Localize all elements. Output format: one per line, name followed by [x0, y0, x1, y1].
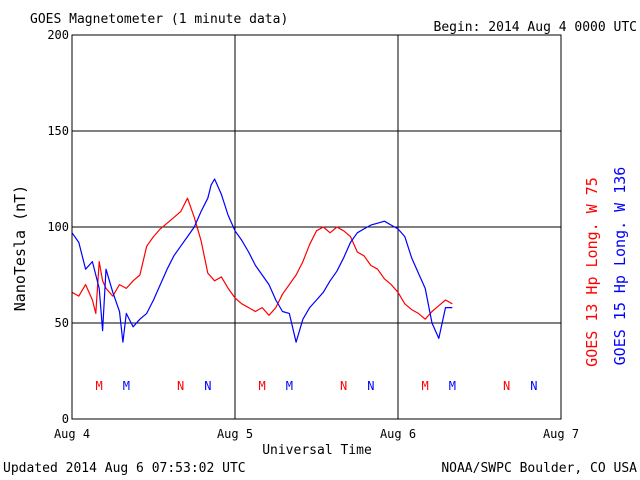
marker-n: N	[367, 379, 374, 393]
y-tick-label: 100	[47, 220, 69, 234]
y-tick-label: 200	[47, 28, 69, 42]
marker-n: N	[530, 379, 537, 393]
series-layer	[71, 178, 453, 343]
y-tick-label: 150	[47, 124, 69, 138]
y-tick-label: 0	[62, 412, 69, 426]
marker-m: M	[259, 379, 266, 393]
chart-title: GOES Magnetometer (1 minute data)	[30, 12, 288, 27]
marker-m: M	[286, 379, 293, 393]
legend-goes13: GOES 13 Hp Long. W 75	[583, 177, 601, 367]
marker-n: N	[503, 379, 510, 393]
series-goes15-line	[71, 178, 453, 343]
y-tick-label: 50	[55, 316, 69, 330]
credit: NOAA/SWPC Boulder, CO USA	[441, 461, 637, 476]
x-tick-label: Aug 7	[543, 427, 579, 441]
plot-frame	[71, 34, 562, 420]
grid	[72, 35, 561, 419]
updated-time: Updated 2014 Aug 6 07:53:02 UTC	[3, 461, 246, 476]
x-tick-label: Aug 6	[380, 427, 416, 441]
series-goes13-line	[71, 197, 453, 320]
marker-n: N	[204, 379, 211, 393]
x-tick-label: Aug 5	[217, 427, 253, 441]
marker-m: M	[422, 379, 429, 393]
x-tick-labels: Aug 4 Aug 5 Aug 6 Aug 7	[54, 427, 579, 441]
legend-goes15: GOES 15 Hp Long. W 136	[611, 167, 629, 366]
begin-time: Begin: 2014 Aug 4 0000 UTC	[434, 20, 638, 35]
x-axis-label: Universal Time	[262, 443, 372, 458]
y-axis-label: NanoTesla (nT)	[11, 185, 29, 311]
marker-n: N	[177, 379, 184, 393]
marker-m: M	[123, 379, 130, 393]
x-tick-label: Aug 4	[54, 427, 90, 441]
marker-n: N	[340, 379, 347, 393]
marker-m: M	[96, 379, 103, 393]
mn-markers: M N M N M NM N M N M N	[96, 379, 538, 393]
marker-m: M	[449, 379, 456, 393]
y-tick-labels: 0 50 100 150 200	[47, 28, 69, 426]
